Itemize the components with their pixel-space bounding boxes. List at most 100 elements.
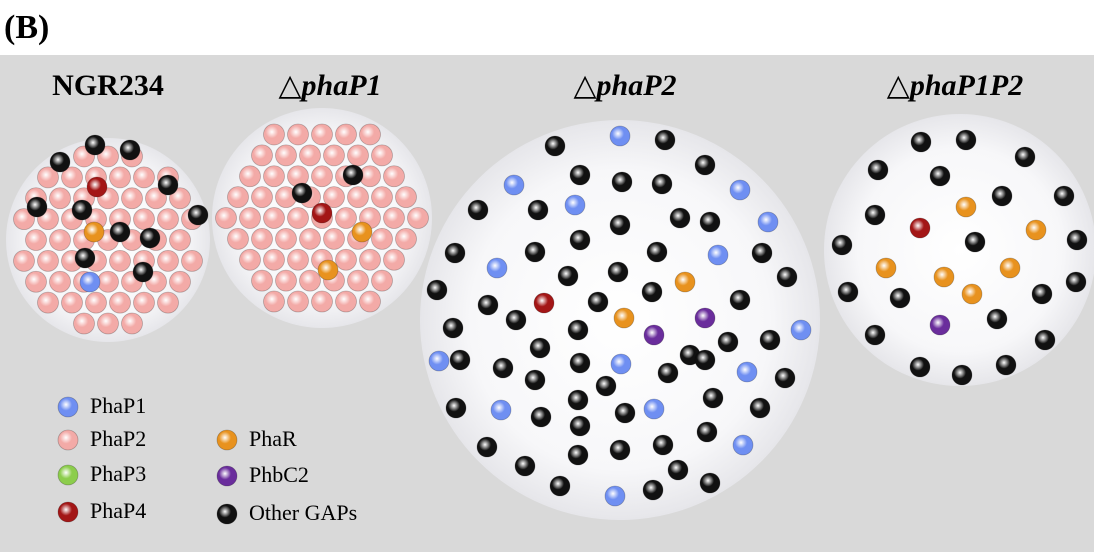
dot	[653, 435, 673, 455]
strain-title: NGR234	[52, 69, 164, 102]
strain-title: △phaP2	[573, 69, 676, 102]
dot	[348, 187, 369, 208]
figure: (B) NGR234△phaP1△phaP2△phaP1P2 PhaP1PhaP…	[0, 0, 1094, 552]
dot	[752, 243, 772, 263]
dot	[658, 363, 678, 383]
dot	[570, 165, 590, 185]
dot	[730, 290, 750, 310]
dot	[1054, 186, 1074, 206]
dot	[610, 440, 630, 460]
dot	[911, 132, 931, 152]
strain-title: △phaP1P2	[887, 69, 1023, 102]
dot	[50, 230, 71, 251]
dot	[506, 310, 526, 330]
dot	[670, 208, 690, 228]
dot	[50, 188, 71, 209]
dot	[612, 172, 632, 192]
dot	[697, 422, 717, 442]
delta-symbol: △	[887, 69, 910, 102]
dot	[644, 325, 664, 345]
dot	[110, 222, 130, 242]
dot	[217, 466, 237, 486]
dot	[87, 177, 107, 197]
legend-label: PhaP3	[90, 461, 146, 486]
dot	[730, 180, 750, 200]
dot	[288, 208, 309, 229]
dot	[372, 228, 393, 249]
dot	[84, 222, 104, 242]
dot	[493, 358, 513, 378]
dot	[276, 270, 297, 291]
strain-title: △phaP1	[278, 69, 381, 102]
legend-label: PhaP4	[90, 498, 146, 523]
dot	[300, 228, 321, 249]
dot	[760, 330, 780, 350]
dot	[292, 183, 312, 203]
dot	[217, 504, 237, 524]
dot	[372, 270, 393, 291]
dot	[608, 262, 628, 282]
dot	[140, 228, 160, 248]
dot	[487, 258, 507, 278]
strain-name: NGR234	[52, 69, 164, 102]
dot	[318, 260, 338, 280]
dot	[868, 160, 888, 180]
dot	[360, 291, 381, 312]
dot	[252, 187, 273, 208]
dot	[50, 271, 71, 292]
dot	[252, 270, 273, 291]
dot	[910, 218, 930, 238]
dot	[134, 167, 155, 188]
dot	[1032, 284, 1052, 304]
dot	[348, 145, 369, 166]
dot	[1000, 258, 1020, 278]
dot	[545, 136, 565, 156]
dot	[956, 130, 976, 150]
dot	[700, 212, 720, 232]
dot	[930, 166, 950, 186]
dot	[264, 124, 285, 145]
dot	[384, 249, 405, 270]
legend-label: PhbC2	[249, 462, 309, 487]
dot	[312, 124, 333, 145]
dot	[74, 313, 95, 334]
dot	[182, 250, 203, 271]
dot	[384, 166, 405, 187]
dot	[276, 228, 297, 249]
dot	[80, 272, 100, 292]
dot	[50, 152, 70, 172]
dot	[158, 175, 178, 195]
dot	[1067, 230, 1087, 250]
dot	[324, 228, 345, 249]
dot	[288, 291, 309, 312]
dot	[38, 292, 59, 313]
dot	[228, 228, 249, 249]
dot	[838, 282, 858, 302]
dot	[264, 249, 285, 270]
dot	[58, 502, 78, 522]
dot	[675, 272, 695, 292]
dot	[288, 124, 309, 145]
dot	[446, 398, 466, 418]
dot	[58, 465, 78, 485]
dot	[110, 167, 131, 188]
dot	[611, 354, 631, 374]
dot	[336, 124, 357, 145]
dot	[384, 208, 405, 229]
dot	[98, 271, 119, 292]
dot	[324, 145, 345, 166]
dot	[610, 126, 630, 146]
dot	[615, 403, 635, 423]
dot	[312, 203, 332, 223]
dot	[429, 351, 449, 371]
legend-label: PhaP1	[90, 393, 146, 418]
dot	[996, 355, 1016, 375]
dot	[188, 205, 208, 225]
dot	[396, 187, 417, 208]
dot	[1026, 220, 1046, 240]
dot	[14, 250, 35, 271]
dot	[288, 249, 309, 270]
dot	[352, 222, 372, 242]
dot	[992, 186, 1012, 206]
dot	[158, 209, 179, 230]
